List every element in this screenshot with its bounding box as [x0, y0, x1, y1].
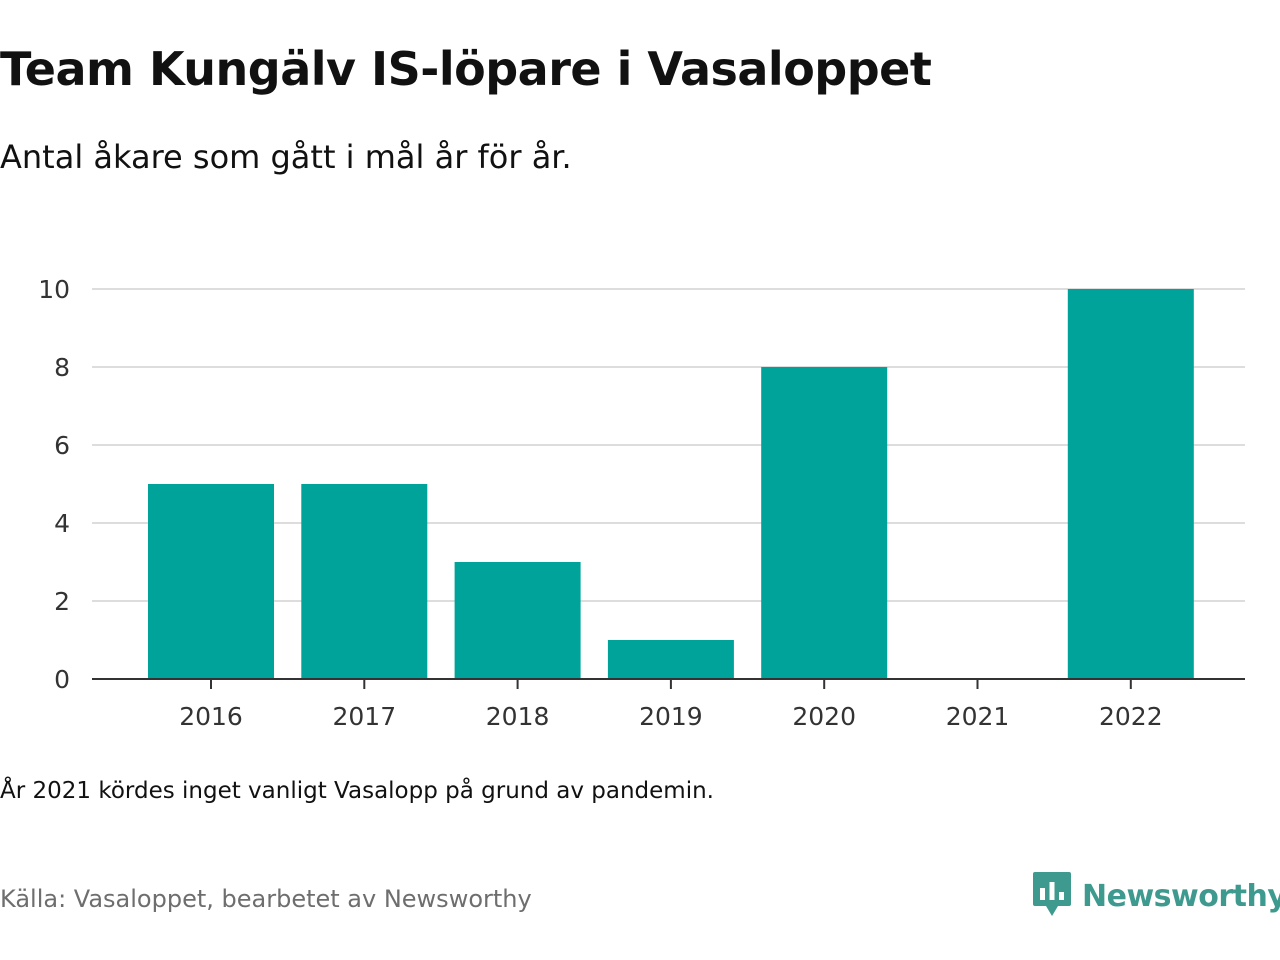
- bar-2017: [301, 484, 428, 679]
- x-tick-labels: 2016 2017 2018 2019 2020 2021 2022: [179, 702, 1162, 731]
- source-text: Källa: Vasaloppet, bearbetet av Newswort…: [0, 885, 532, 913]
- newsworthy-logo: Newsworthy: [1032, 870, 1280, 922]
- x-tick-label: 2021: [946, 702, 1010, 731]
- x-tick-label: 2019: [639, 702, 703, 731]
- y-tick-label: 0: [54, 665, 70, 694]
- newsworthy-logo-icon: [1032, 870, 1072, 922]
- x-tick-label: 2017: [332, 702, 396, 731]
- bar-2022: [1067, 289, 1194, 679]
- y-tick-label: 10: [38, 275, 70, 304]
- y-tick-label: 2: [54, 587, 70, 616]
- y-tick-labels: 0 2 4 6 8 10: [38, 275, 70, 694]
- y-tick-label: 8: [54, 353, 70, 382]
- gridlines: [92, 288, 1245, 602]
- x-tick-label: 2016: [179, 702, 243, 731]
- chart-note: År 2021 kördes inget vanligt Vasalopp på…: [0, 778, 714, 804]
- x-tick-label: 2020: [792, 702, 856, 731]
- bar-2019: [607, 640, 734, 679]
- bar-2018: [454, 562, 581, 679]
- y-tick-label: 6: [54, 431, 70, 460]
- chart-title: Team Kungälv IS-löpare i Vasaloppet: [0, 42, 932, 96]
- bar-2016: [148, 484, 274, 679]
- x-axis: [92, 678, 1245, 689]
- y-tick-label: 4: [54, 509, 70, 538]
- bars: [148, 289, 1194, 679]
- bar-2020: [761, 367, 888, 679]
- x-tick-label: 2018: [486, 702, 550, 731]
- brand-name: Newsworthy: [1082, 878, 1280, 914]
- x-tick-label: 2022: [1099, 702, 1163, 731]
- chart-subtitle: Antal åkare som gått i mål år för år.: [0, 138, 572, 176]
